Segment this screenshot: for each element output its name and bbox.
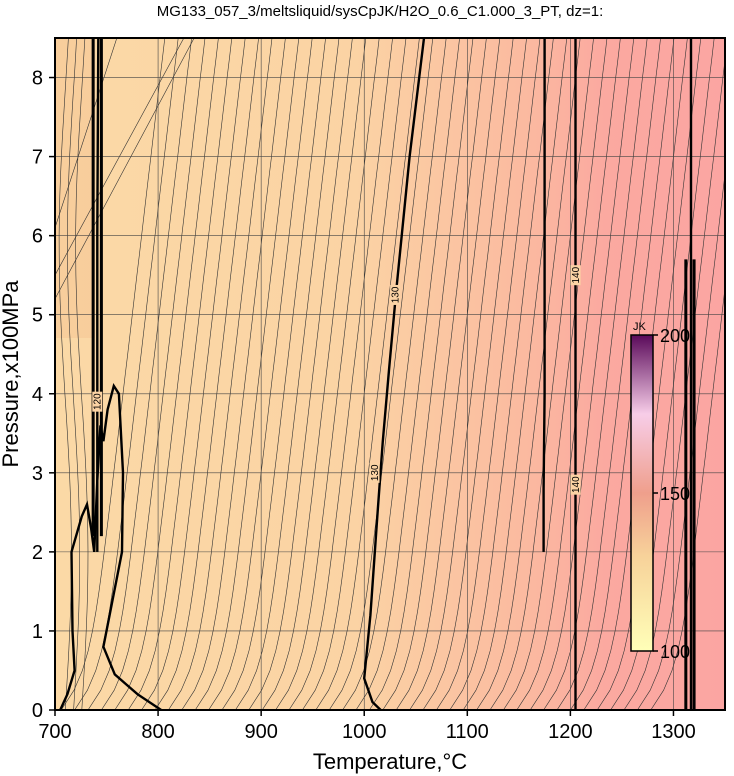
contour-label-bg	[570, 265, 581, 286]
fine-contour	[637, 171, 725, 710]
x-tick-label: 1200	[548, 721, 593, 743]
x-tick-label: 700	[38, 721, 71, 743]
x-tick-label: 900	[244, 721, 277, 743]
plot-frame	[54, 37, 726, 711]
fine-contour	[409, 38, 514, 710]
y-tick-label: 6	[32, 226, 43, 248]
fine-contour	[168, 38, 273, 710]
bold-contour-lines	[59, 38, 696, 710]
fine-contour	[275, 38, 380, 710]
y-axis-label: Pressure,x100MPa	[0, 280, 23, 468]
fine-contour	[422, 38, 527, 710]
diagonal-contour	[55, 38, 118, 228]
fine-contour-lines	[55, 38, 725, 710]
y-tick-label: 5	[32, 305, 43, 327]
fine-contour	[75, 38, 89, 710]
fine-contour	[395, 38, 501, 710]
fine-contour	[369, 38, 474, 710]
fine-contour	[529, 38, 635, 710]
fine-contour	[623, 57, 725, 710]
fine-contour	[449, 38, 554, 710]
fine-contour	[328, 38, 434, 710]
y-axis-ticks: 0 1 2 3 4 5 6 7 8	[32, 68, 55, 722]
y-tick-label: 4	[32, 384, 43, 406]
colorbar-tick-label: 100	[660, 642, 690, 662]
plot-area: 120 130 130 140 140	[55, 38, 725, 710]
fine-contour	[181, 38, 286, 710]
y-tick-label: 8	[32, 68, 43, 90]
colorbar-tick-label: 150	[660, 484, 690, 504]
fine-contour	[503, 38, 608, 710]
bold-contour	[96, 38, 100, 552]
fine-contour	[302, 38, 407, 710]
contour-label: 130	[370, 464, 381, 481]
fine-contour	[355, 38, 460, 710]
x-axis-label: Temperature,°C	[313, 749, 467, 774]
contour-label: 140	[571, 476, 582, 493]
y-tick-label: 3	[32, 463, 43, 485]
fine-contour	[462, 38, 568, 710]
fine-contour	[114, 38, 219, 710]
chart-title: MG133_057_3/meltsliquid/sysCpJK/H2O_0.6_…	[157, 3, 604, 20]
fine-contour	[60, 38, 166, 710]
fine-contour	[543, 38, 648, 710]
y-tick-label: 7	[32, 147, 43, 169]
bold-contour	[362, 38, 426, 710]
x-tick-label: 1100	[446, 721, 489, 743]
fine-contour	[235, 38, 340, 710]
fine-contour	[194, 38, 300, 710]
x-axis-ticks: 700 800 900 1000 1100 1200 1300	[38, 710, 696, 743]
contour-label-bg	[92, 391, 103, 412]
x-tick-label: 1300	[651, 721, 696, 743]
diagonal-contour	[55, 38, 195, 300]
y-tick-label: 1	[32, 621, 43, 643]
fine-contour	[288, 38, 393, 710]
x-tick-label: 1000	[342, 721, 387, 743]
dense-contour-band	[91, 38, 103, 537]
colorbar-tick-label: 200	[660, 326, 690, 346]
fine-contour	[127, 38, 233, 710]
fine-contour	[650, 285, 725, 710]
colorbar-label: JK	[633, 321, 647, 333]
fine-contour	[476, 38, 581, 710]
bold-contour	[542, 38, 546, 552]
contour-labels: 120 130 130 140 140	[92, 265, 582, 495]
colorbar-gradient	[630, 334, 654, 652]
fine-contour	[516, 38, 621, 710]
fine-contour	[154, 38, 259, 710]
contour-label: 130	[391, 286, 402, 303]
fine-contour	[382, 38, 487, 710]
y-tick-label: 0	[32, 700, 43, 722]
contour-label: 140	[571, 266, 582, 283]
contour-label-bg	[390, 284, 401, 305]
fine-contour	[248, 38, 353, 710]
colorbar: JK 100 150 200	[630, 321, 690, 662]
contour-label-bg	[570, 474, 581, 495]
fine-contour	[101, 38, 206, 710]
fine-contour	[67, 38, 81, 710]
upper-left-shade	[55, 38, 95, 338]
fine-contour	[436, 38, 541, 710]
fine-contour	[489, 38, 594, 710]
fine-contour	[556, 38, 661, 710]
fine-contour	[74, 38, 179, 710]
contour-label-bg	[369, 462, 380, 483]
fine-contour	[208, 38, 313, 710]
fine-contour	[141, 38, 246, 710]
y-tick-label: 2	[32, 542, 43, 564]
plot-background	[55, 38, 725, 710]
dense-contour-band	[684, 259, 696, 710]
grid-lines	[55, 38, 725, 710]
fine-contour	[315, 38, 420, 710]
fine-contour	[221, 38, 326, 710]
fine-contour	[261, 38, 367, 710]
colorbar-ticks: 100 150 200	[653, 326, 690, 662]
fine-contour	[342, 38, 447, 710]
contour-label: 120	[93, 393, 104, 410]
x-tick-label: 800	[141, 721, 174, 743]
fine-contour	[87, 38, 192, 710]
